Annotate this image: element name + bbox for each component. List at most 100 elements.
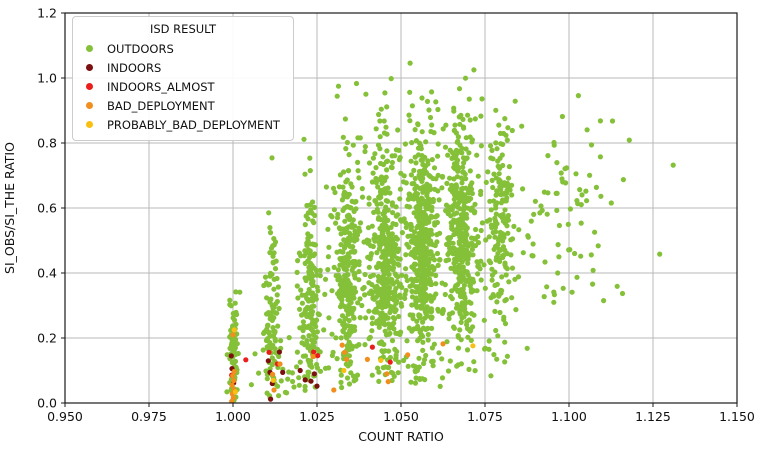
data-point	[348, 323, 355, 330]
data-point	[269, 317, 275, 323]
data-point	[478, 277, 484, 283]
data-point	[416, 199, 422, 205]
data-point	[377, 134, 383, 140]
data-point	[453, 147, 460, 153]
data-point	[460, 286, 466, 292]
data-point	[555, 242, 561, 248]
data-point	[371, 295, 377, 302]
data-point	[340, 278, 347, 284]
data-point	[341, 189, 348, 195]
data-point	[300, 319, 306, 325]
data-point	[294, 283, 300, 289]
data-point	[369, 372, 375, 378]
data-point	[414, 318, 420, 324]
data-point	[369, 315, 375, 321]
data-point	[553, 190, 559, 196]
data-point	[404, 277, 410, 284]
data-point	[487, 217, 493, 223]
data-point	[289, 370, 295, 376]
data-point	[427, 114, 434, 121]
data-point	[447, 175, 453, 181]
data-point	[411, 167, 417, 173]
data-point	[393, 221, 399, 228]
data-point	[311, 220, 317, 226]
data-point	[342, 205, 348, 211]
data-point	[413, 160, 419, 166]
data-point	[481, 317, 487, 323]
data-point	[579, 192, 585, 198]
data-point	[491, 171, 497, 177]
data-point	[386, 325, 392, 331]
data-point	[333, 335, 339, 341]
data-point	[383, 207, 389, 213]
data-point	[390, 247, 396, 253]
data-point	[345, 168, 352, 174]
data-point	[430, 295, 437, 301]
data-point	[411, 249, 417, 255]
data-point	[341, 245, 348, 251]
data-point	[398, 301, 404, 307]
data-point	[399, 272, 405, 278]
data-point	[458, 337, 464, 343]
data-point	[380, 237, 387, 243]
data-point	[232, 389, 238, 395]
data-point	[463, 247, 470, 253]
data-point	[416, 256, 422, 262]
data-point	[489, 277, 495, 283]
data-point	[447, 311, 453, 318]
data-point	[266, 210, 272, 216]
data-point	[505, 175, 512, 181]
data-point	[455, 134, 461, 140]
data-point	[412, 302, 418, 308]
data-point	[366, 336, 372, 342]
data-point	[305, 373, 311, 379]
data-point	[362, 148, 368, 155]
data-point	[401, 357, 407, 364]
data-point	[467, 283, 473, 289]
data-point	[423, 261, 429, 267]
data-point	[306, 333, 312, 339]
data-point	[530, 241, 536, 247]
data-point	[369, 320, 375, 327]
data-point	[397, 294, 403, 300]
data-point	[230, 395, 236, 401]
data-point	[460, 164, 466, 170]
data-point	[504, 137, 510, 143]
data-point	[298, 287, 304, 293]
data-point	[366, 308, 372, 314]
data-point	[268, 396, 274, 402]
data-point	[375, 142, 382, 148]
data-point	[444, 180, 450, 186]
data-point	[457, 246, 463, 253]
data-point	[434, 239, 440, 245]
data-point	[452, 166, 458, 172]
data-point	[479, 220, 485, 226]
data-point	[276, 305, 282, 312]
data-point	[272, 266, 279, 272]
data-point	[270, 253, 276, 259]
data-point	[465, 205, 471, 211]
data-point	[314, 361, 320, 368]
data-point	[538, 203, 544, 209]
data-point	[460, 169, 466, 175]
data-point	[300, 334, 306, 340]
data-point	[334, 356, 340, 362]
data-point	[381, 220, 388, 226]
data-point	[502, 298, 508, 304]
data-point	[303, 324, 309, 330]
data-point	[314, 329, 320, 335]
data-point	[366, 160, 373, 166]
data-point	[375, 235, 382, 241]
data-point	[385, 251, 391, 257]
data-point	[232, 358, 239, 364]
x-tick-label: 1.050	[383, 409, 419, 424]
data-point	[286, 335, 292, 341]
data-point	[502, 182, 509, 188]
data-point	[430, 199, 436, 205]
data-point	[325, 267, 331, 273]
data-point	[362, 292, 368, 298]
data-point	[375, 365, 381, 371]
data-point	[417, 376, 423, 382]
data-point	[346, 224, 352, 230]
data-point	[425, 325, 431, 331]
